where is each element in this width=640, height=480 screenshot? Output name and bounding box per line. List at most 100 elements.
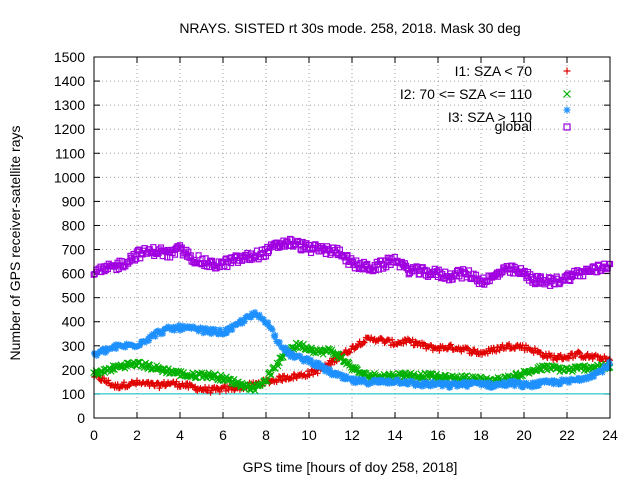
data-point: [559, 276, 567, 284]
data-point: [416, 271, 423, 278]
data-point: [496, 347, 503, 354]
legend-label-i3: I3: SZA > 110: [448, 109, 532, 125]
data-point: [372, 266, 379, 274]
data-point: [105, 377, 112, 384]
x-tick-label: 8: [262, 427, 270, 443]
data-point: [293, 375, 300, 382]
data-point: [351, 346, 358, 353]
y-tick-label: 700: [62, 242, 86, 258]
data-point: [591, 373, 598, 380]
legend-label-i1: I1: SZA < 70: [455, 63, 533, 79]
data-point: [447, 341, 454, 348]
data-point: [354, 343, 361, 350]
data-point: [358, 265, 365, 272]
data-point: [264, 249, 272, 257]
data-point: [152, 333, 159, 340]
data-point: [390, 342, 397, 349]
y-tick-label: 1000: [54, 169, 85, 185]
x-tick-label: 18: [473, 427, 489, 443]
data-point: [436, 347, 443, 354]
data-point: [469, 349, 476, 356]
data-point: [360, 338, 367, 345]
data-point: [269, 326, 276, 333]
data-point: [342, 347, 349, 354]
x-tick-label: 10: [301, 427, 317, 443]
y-tick-label: 1400: [54, 73, 85, 89]
data-point: [400, 340, 407, 347]
legend-marker-4: [563, 123, 571, 131]
data-point: [208, 387, 215, 394]
y-tick-label: 100: [62, 386, 86, 402]
legend-label-i2: I2: 70 <= SZA <= 110: [400, 86, 532, 102]
data-point: [465, 267, 473, 274]
data-point: [222, 387, 229, 394]
data-point: [171, 251, 179, 258]
data-point: [177, 245, 184, 252]
data-point: [160, 330, 167, 337]
x-tick-label: 6: [219, 427, 227, 443]
data-point: [288, 236, 295, 243]
data-point: [519, 372, 526, 380]
data-point: [265, 248, 273, 255]
y-tick-label: 0: [77, 410, 85, 426]
data-point: [443, 346, 450, 353]
data-point: [375, 266, 383, 273]
data-point: [472, 271, 480, 278]
data-point: [493, 348, 500, 355]
x-tick-label: 2: [133, 427, 141, 443]
data-point: [464, 344, 471, 351]
y-tick-label: 800: [62, 217, 86, 233]
data-point: [211, 370, 219, 378]
y-axis-ticks: 0 100 200 300 400 500 600 700 800 900 1000 1100 1200…: [54, 49, 610, 426]
data-point: [506, 341, 513, 348]
data-point: [216, 388, 223, 395]
data-point: [532, 280, 539, 288]
plot-frame: [93, 56, 611, 419]
data-point: [195, 252, 202, 259]
x-tick-label: 16: [430, 427, 446, 443]
x-tick-label: 0: [90, 427, 98, 443]
data-point: [173, 378, 180, 385]
data-point: [572, 353, 579, 360]
data-point: [468, 350, 475, 357]
y-tick-label: 300: [62, 338, 86, 354]
data-point: [229, 326, 236, 333]
data-point: [187, 252, 194, 259]
x-axis-ticks: 0 2 4 6 8 10 12 14 16 18 20 22 24: [90, 57, 618, 443]
data-point: [557, 351, 564, 358]
data-point: [474, 348, 481, 355]
data-point: [116, 363, 124, 371]
data-point: [577, 350, 584, 357]
y-tick-label: 1100: [55, 145, 85, 161]
data-point: [156, 385, 163, 392]
grid: [94, 57, 610, 418]
y-tick-label: 200: [62, 362, 86, 378]
data-point: [449, 276, 456, 283]
legend-label-global: global: [495, 118, 532, 134]
data-point: [378, 335, 385, 342]
chart-title: NRAYS. SISTED rt 30s mode. 258, 2018. Ma…: [179, 20, 520, 36]
legend-marker-1: [563, 67, 571, 75]
data-point: [251, 387, 259, 395]
data-point: [290, 375, 297, 382]
x-tick-label: 24: [602, 427, 618, 443]
data-point: [133, 255, 140, 263]
data-point: [389, 336, 396, 343]
legend-markers: [563, 67, 571, 131]
legend-marker-2: [563, 90, 571, 98]
x-tick-label: 22: [559, 427, 575, 443]
series-3: [91, 309, 613, 391]
legend: I1: SZA < 70 I2: 70 <= SZA <= 110 I3: SZ…: [400, 63, 571, 134]
series-layer: [90, 235, 614, 396]
data-point: [277, 377, 284, 384]
data-point: [221, 376, 228, 384]
data-point: [218, 259, 225, 266]
y-tick-label: 1200: [54, 121, 85, 137]
data-point: [338, 353, 346, 361]
data-point: [327, 361, 334, 368]
data-point: [567, 277, 574, 285]
data-point: [406, 337, 413, 344]
data-point: [361, 339, 368, 346]
data-point: [162, 248, 170, 255]
